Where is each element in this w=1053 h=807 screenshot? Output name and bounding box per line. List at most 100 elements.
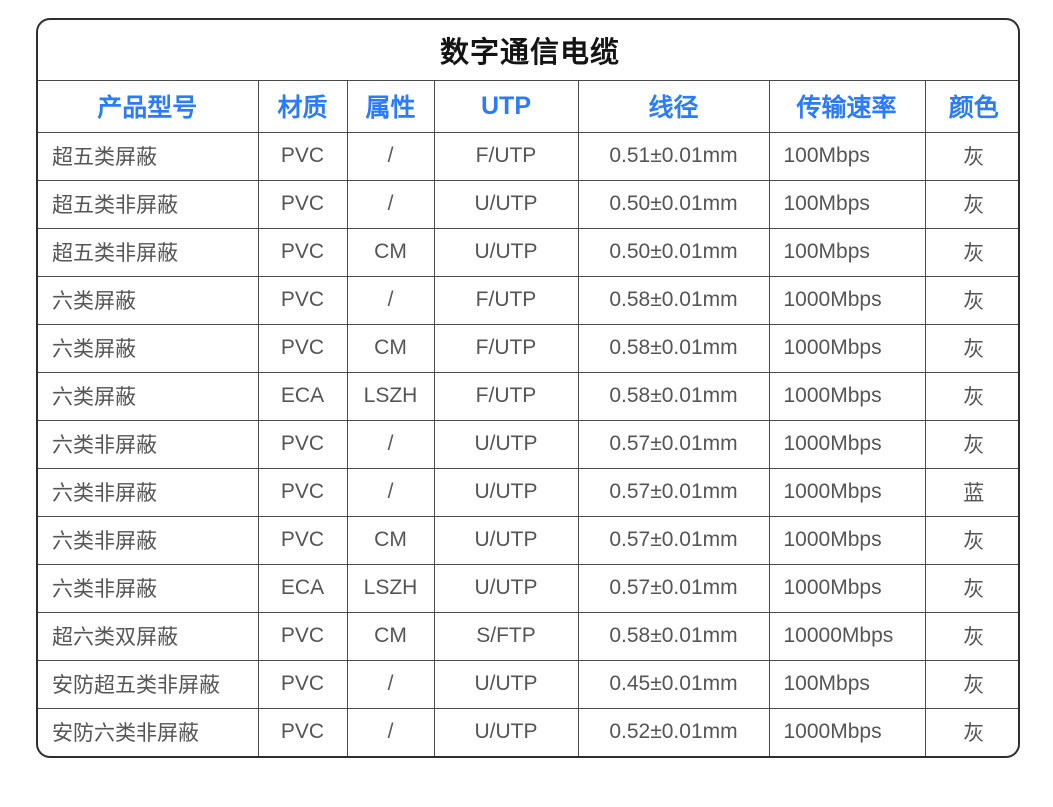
cell-attribute: / — [346, 659, 435, 709]
cell-utp: U/UTP — [433, 707, 579, 756]
column-header-model: 产品型号 — [38, 79, 259, 133]
cell-diameter: 0.52±0.01mm — [577, 707, 770, 756]
cell-model: 安防超五类非屏蔽 — [38, 659, 259, 709]
cell-material: PVC — [257, 419, 348, 469]
cell-utp: F/UTP — [433, 371, 579, 421]
cell-material: PVC — [257, 227, 348, 277]
cell-color: 灰 — [924, 275, 1018, 325]
table-row: 六类非屏蔽 PVC CM U/UTP 0.57±0.01mm 1000Mbps 灰 — [38, 515, 1018, 565]
cell-material: PVC — [257, 323, 348, 373]
cell-attribute: CM — [346, 611, 435, 661]
cell-color: 灰 — [924, 707, 1018, 756]
cell-model: 六类非屏蔽 — [38, 563, 259, 613]
cell-model: 六类屏蔽 — [38, 371, 259, 421]
cell-attribute: / — [346, 131, 435, 181]
cell-speed: 1000Mbps — [768, 371, 926, 421]
cell-color: 灰 — [924, 515, 1018, 565]
cell-speed: 1000Mbps — [768, 323, 926, 373]
cell-color: 灰 — [924, 563, 1018, 613]
table-row: 超五类非屏蔽 PVC / U/UTP 0.50±0.01mm 100Mbps 灰 — [38, 179, 1018, 229]
column-header-color: 颜色 — [924, 79, 1018, 133]
column-header-speed: 传输速率 — [768, 79, 926, 133]
cell-diameter: 0.51±0.01mm — [577, 131, 770, 181]
cell-utp: U/UTP — [433, 179, 579, 229]
cell-utp: F/UTP — [433, 275, 579, 325]
table-body: 超五类屏蔽 PVC / F/UTP 0.51±0.01mm 100Mbps 灰超五类非屏蔽 P… — [38, 131, 1018, 756]
cell-attribute: / — [346, 467, 435, 517]
table-row: 六类屏蔽 PVC CM F/UTP 0.58±0.01mm 1000Mbps 灰 — [38, 323, 1018, 373]
column-header-utp: UTP — [433, 79, 579, 133]
table-row: 超五类屏蔽 PVC / F/UTP 0.51±0.01mm 100Mbps 灰 — [38, 131, 1018, 181]
cell-speed: 100Mbps — [768, 659, 926, 709]
cell-attribute: / — [346, 419, 435, 469]
cell-diameter: 0.58±0.01mm — [577, 275, 770, 325]
cell-material: ECA — [257, 371, 348, 421]
table-row: 六类非屏蔽 PVC / U/UTP 0.57±0.01mm 1000Mbps 蓝 — [38, 467, 1018, 517]
table-title-row: 数字通信电缆 — [38, 20, 1018, 81]
cell-color: 灰 — [924, 659, 1018, 709]
cell-attribute: CM — [346, 323, 435, 373]
table-row: 六类屏蔽 ECA LSZH F/UTP 0.58±0.01mm 1000Mbps 灰 — [38, 371, 1018, 421]
cell-diameter: 0.50±0.01mm — [577, 227, 770, 277]
cell-model: 六类屏蔽 — [38, 275, 259, 325]
table-row: 六类屏蔽 PVC / F/UTP 0.58±0.01mm 1000Mbps 灰 — [38, 275, 1018, 325]
cell-model: 超六类双屏蔽 — [38, 611, 259, 661]
cell-utp: S/FTP — [433, 611, 579, 661]
table-row: 超五类非屏蔽 PVC CM U/UTP 0.50±0.01mm 100Mbps 灰 — [38, 227, 1018, 277]
table-title: 数字通信电缆 — [38, 20, 1018, 81]
spec-table-card: 数字通信电缆 产品型号 材质 属性 UTP 线径 传输速率 颜色 超五类屏蔽 PVC / F/UT… — [36, 18, 1020, 758]
table-row: 超六类双屏蔽 PVC CM S/FTP 0.58±0.01mm 10000Mbps 灰 — [38, 611, 1018, 661]
cell-material: PVC — [257, 275, 348, 325]
cell-speed: 1000Mbps — [768, 563, 926, 613]
cell-color: 灰 — [924, 371, 1018, 421]
cell-material: PVC — [257, 515, 348, 565]
cell-utp: F/UTP — [433, 131, 579, 181]
cell-utp: U/UTP — [433, 227, 579, 277]
cell-attribute: CM — [346, 227, 435, 277]
cell-color: 灰 — [924, 227, 1018, 277]
column-header-attribute: 属性 — [346, 79, 435, 133]
column-header-material: 材质 — [257, 79, 348, 133]
cell-utp: U/UTP — [433, 515, 579, 565]
cell-diameter: 0.58±0.01mm — [577, 371, 770, 421]
cell-color: 灰 — [924, 131, 1018, 181]
cell-attribute: LSZH — [346, 371, 435, 421]
cell-model: 六类屏蔽 — [38, 323, 259, 373]
cell-material: PVC — [257, 707, 348, 756]
cell-diameter: 0.57±0.01mm — [577, 419, 770, 469]
cell-model: 安防六类非屏蔽 — [38, 707, 259, 756]
cell-diameter: 0.58±0.01mm — [577, 611, 770, 661]
cell-speed: 1000Mbps — [768, 467, 926, 517]
spec-table: 数字通信电缆 产品型号 材质 属性 UTP 线径 传输速率 颜色 超五类屏蔽 PVC / F/UT… — [38, 20, 1018, 756]
cell-material: ECA — [257, 563, 348, 613]
cell-material: PVC — [257, 659, 348, 709]
cell-color: 灰 — [924, 419, 1018, 469]
cell-diameter: 0.57±0.01mm — [577, 467, 770, 517]
cell-model: 六类非屏蔽 — [38, 419, 259, 469]
cell-speed: 1000Mbps — [768, 275, 926, 325]
cell-utp: U/UTP — [433, 419, 579, 469]
cell-utp: U/UTP — [433, 467, 579, 517]
cell-utp: U/UTP — [433, 659, 579, 709]
table-row: 六类非屏蔽 PVC / U/UTP 0.57±0.01mm 1000Mbps 灰 — [38, 419, 1018, 469]
cell-color: 蓝 — [924, 467, 1018, 517]
cell-attribute: LSZH — [346, 563, 435, 613]
cell-speed: 1000Mbps — [768, 515, 926, 565]
table-row: 六类非屏蔽 ECA LSZH U/UTP 0.57±0.01mm 1000Mbps 灰 — [38, 563, 1018, 613]
cell-color: 灰 — [924, 611, 1018, 661]
cell-model: 超五类非屏蔽 — [38, 227, 259, 277]
cell-attribute: CM — [346, 515, 435, 565]
cell-utp: U/UTP — [433, 563, 579, 613]
cell-speed: 1000Mbps — [768, 419, 926, 469]
cell-color: 灰 — [924, 179, 1018, 229]
cell-color: 灰 — [924, 323, 1018, 373]
cell-diameter: 0.58±0.01mm — [577, 323, 770, 373]
cell-speed: 10000Mbps — [768, 611, 926, 661]
cell-speed: 100Mbps — [768, 227, 926, 277]
cell-speed: 1000Mbps — [768, 707, 926, 756]
cell-model: 超五类非屏蔽 — [38, 179, 259, 229]
cell-model: 超五类屏蔽 — [38, 131, 259, 181]
cell-attribute: / — [346, 275, 435, 325]
cell-speed: 100Mbps — [768, 131, 926, 181]
